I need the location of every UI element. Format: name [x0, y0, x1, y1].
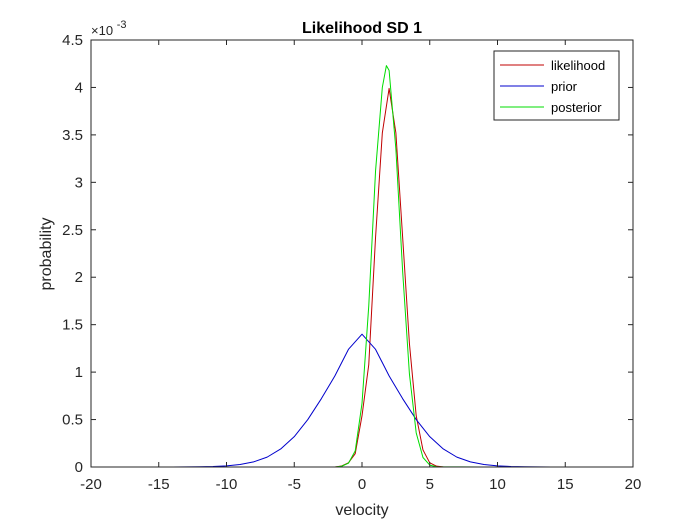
y-tick-label: 4: [75, 79, 83, 96]
y-axis-label: probability: [38, 218, 55, 291]
y-tick-label: 0.5: [62, 412, 83, 429]
x-axis-label: velocity: [335, 502, 388, 519]
x-tick-label: 10: [489, 476, 506, 493]
series-line-prior: [91, 333, 633, 468]
y-axis-exponent-power: -3: [117, 19, 127, 31]
y-tick-label: 1.5: [62, 317, 83, 334]
y-axis-exponent: ×10 -3: [91, 19, 126, 38]
y-tick-label: 3.5: [62, 127, 83, 144]
series-line-posterior: [91, 65, 633, 468]
x-tick-label: 15: [557, 476, 574, 493]
y-tick-label: 3: [75, 174, 83, 191]
chart-title: Likelihood SD 1: [302, 20, 422, 37]
y-tick-label: 2: [75, 269, 83, 286]
x-tick-label: 5: [426, 476, 434, 493]
y-tick-label: 2.5: [62, 222, 83, 239]
legend-label-likelihood: likelihood: [551, 58, 605, 73]
x-tick-label: -10: [216, 476, 238, 493]
y-tick-label: 4.5: [62, 32, 83, 49]
x-tick-label: 0: [358, 476, 366, 493]
legend-label-posterior: posterior: [551, 100, 602, 115]
x-tick-label: 20: [625, 476, 642, 493]
x-tick-label: -20: [80, 476, 102, 493]
y-tick-label: 0: [75, 459, 83, 476]
series-layer: [91, 65, 633, 468]
x-tick-label: -15: [148, 476, 170, 493]
legend-label-prior: prior: [551, 79, 578, 94]
y-tick-label: 1: [75, 364, 83, 381]
y-axis-exponent-base: ×10: [91, 23, 113, 38]
axes-layer: -20 -15 -10 -5 0 5 10 15 20 0 0.5 1 1.5 2 2.5 3 3.5 4 4.5: [62, 32, 641, 493]
legend: likelihood prior posterior: [493, 50, 620, 121]
x-tick-label: -5: [288, 476, 301, 493]
